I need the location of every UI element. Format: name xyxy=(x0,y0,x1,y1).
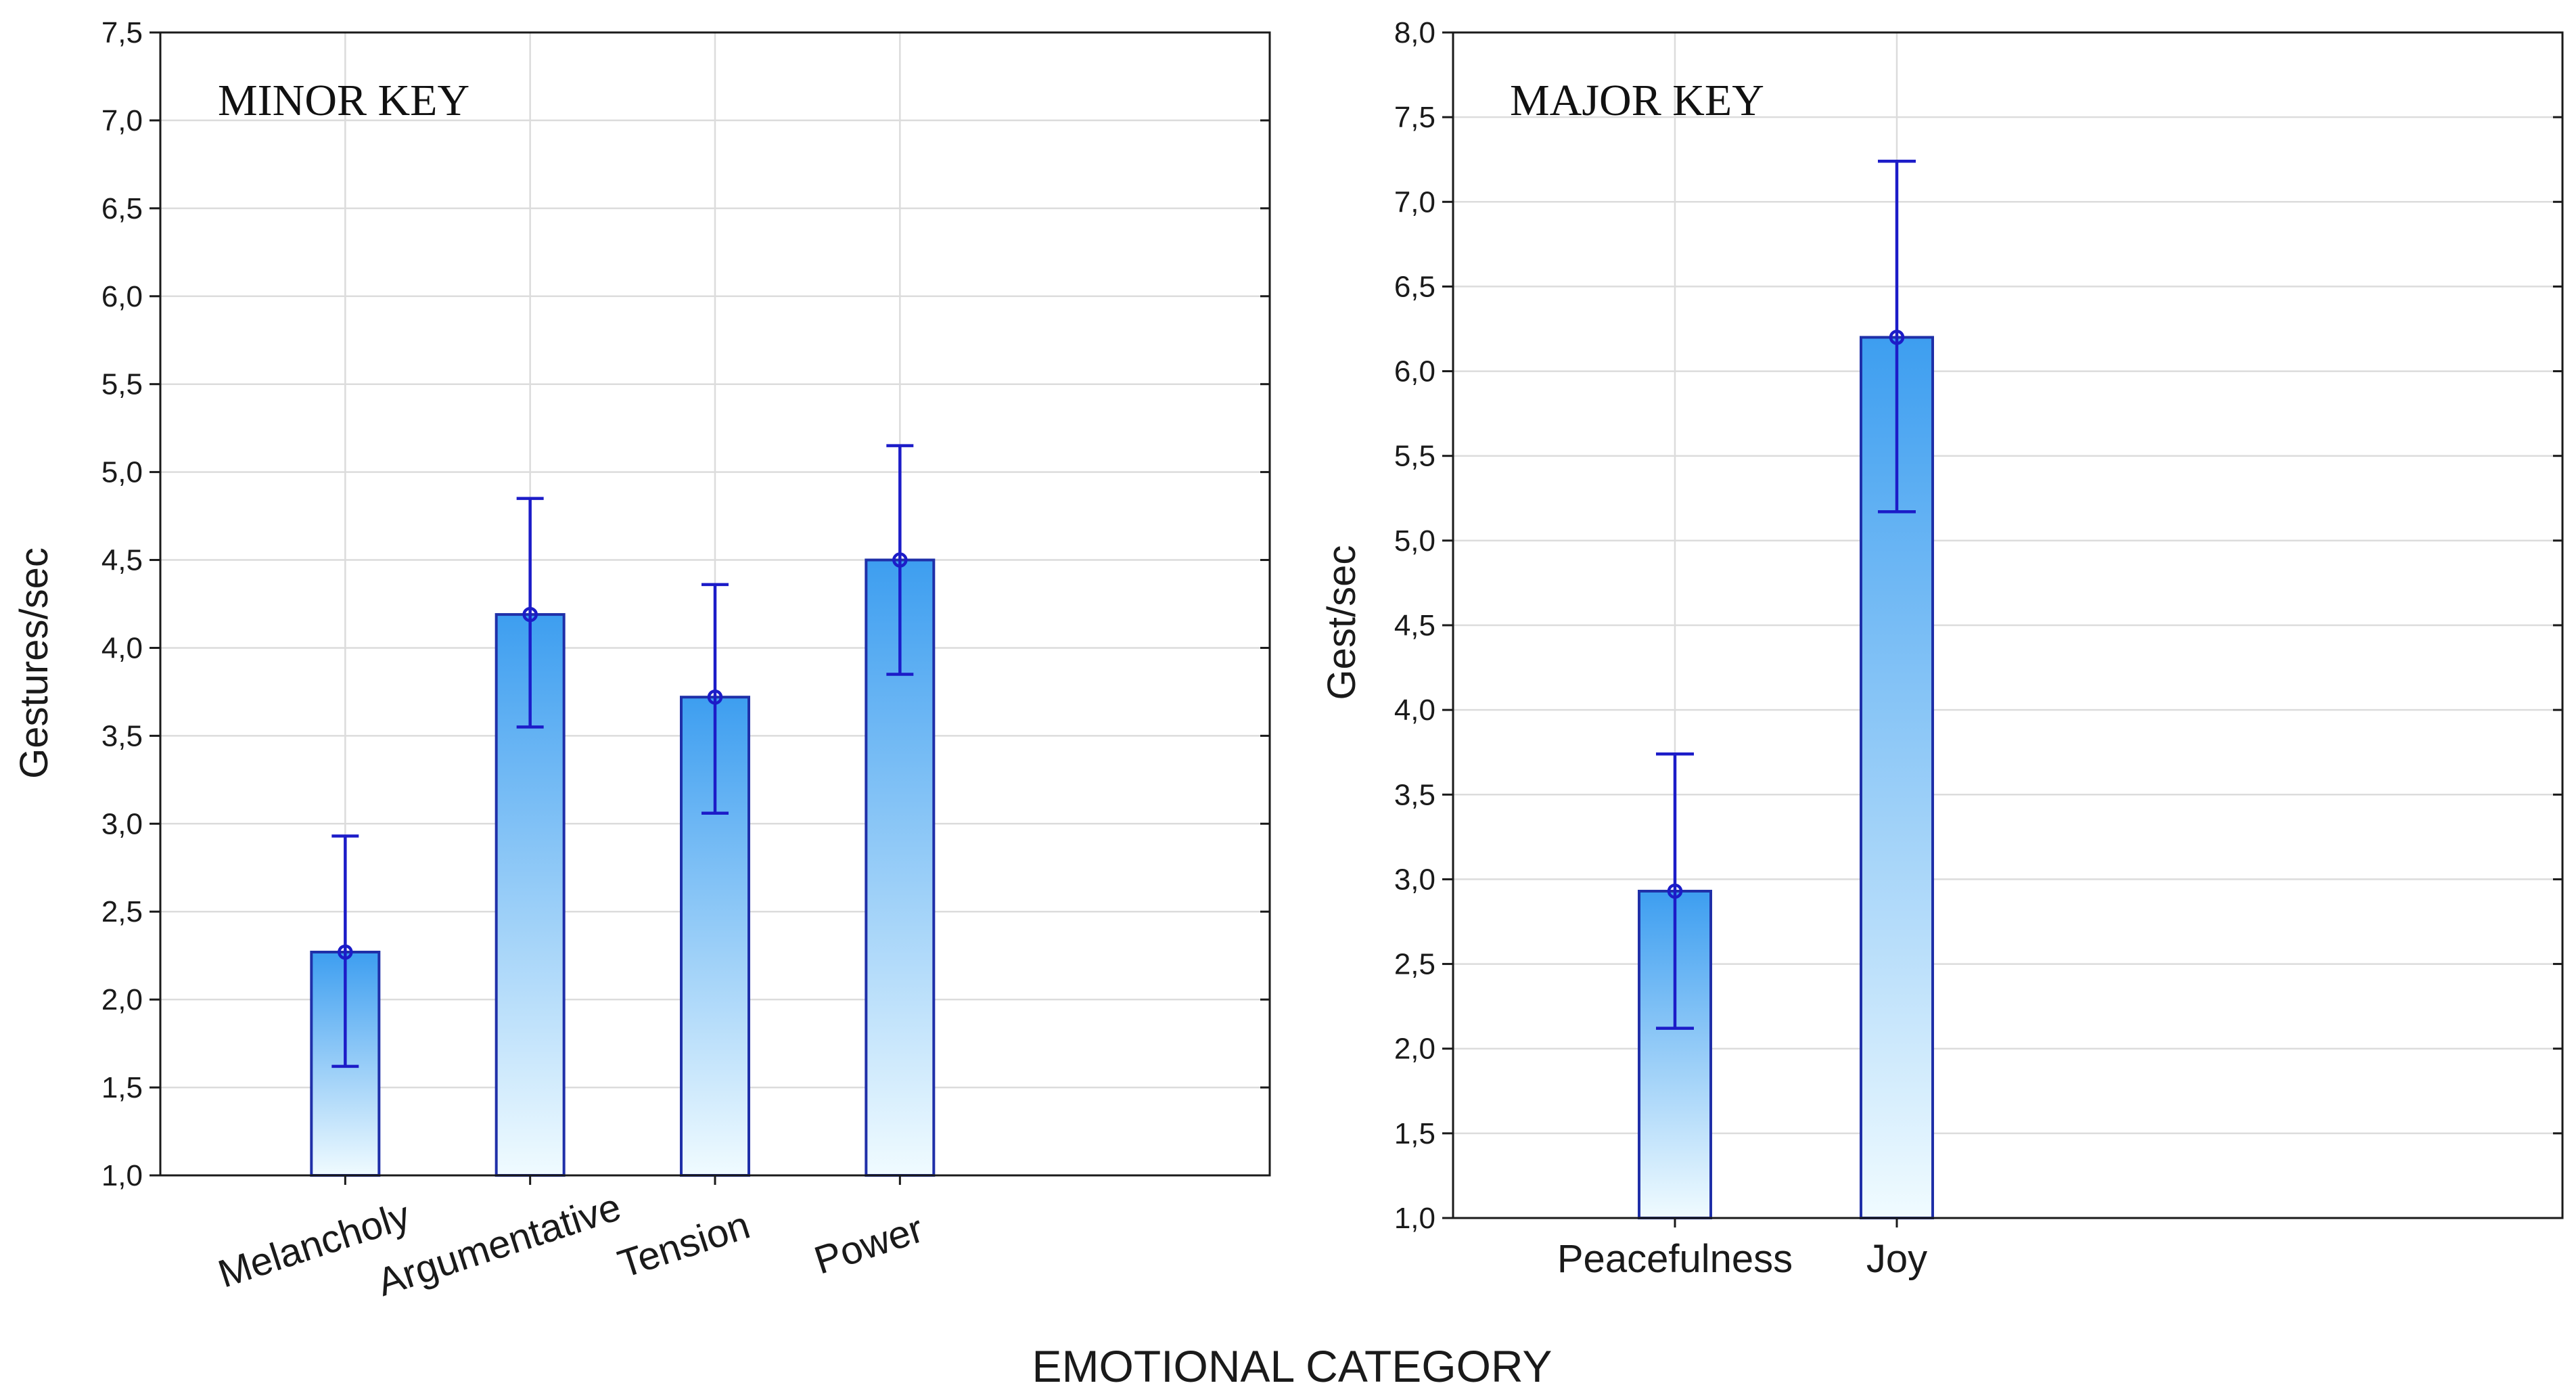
minor-key-y-tick-label: 5,0 xyxy=(101,456,143,489)
major-key-bars xyxy=(1638,336,1934,1220)
minor-key-error-bar-power xyxy=(886,444,914,676)
major-key-y-tick-label: 2,0 xyxy=(1394,1033,1435,1066)
minor-key-mean-point-power xyxy=(892,552,908,568)
minor-key-y-tick-label: 4,0 xyxy=(101,631,143,664)
minor-key-y-axis-title: Gestures/sec xyxy=(12,547,56,779)
minor-key-y-tick-label: 3,0 xyxy=(101,807,143,840)
figure-x-axis-title: EMOTIONAL CATEGORY xyxy=(1032,1341,1552,1391)
major-key-chart: 1,0 1,5 2,0 2,5 3,0 3,5 4,0 4,5 5,0 5,5 6,0 6,5 7,0 7… xyxy=(1320,16,2564,1281)
minor-key-mean-point-melancholy xyxy=(338,944,353,960)
minor-key-bars xyxy=(310,558,936,1177)
major-key-title: MAJOR KEY xyxy=(1510,76,1764,125)
major-key-grid xyxy=(1453,32,2562,1218)
major-key-y-tick-label: 7,5 xyxy=(1394,101,1435,134)
major-key-mean-point-joy xyxy=(1889,330,1905,345)
major-key-error-bars xyxy=(1656,159,1916,1030)
minor-key-y-axis: 1,0 1,5 2,0 2,5 3,0 3,5 4,0 4,5 5,0 5,5 6,0 6,5 7,0 7… xyxy=(101,16,1270,1192)
minor-key-mean-point-tension xyxy=(707,689,723,705)
minor-key-y-tick-label: 5,5 xyxy=(101,368,143,401)
major-key-y-tick-label: 6,5 xyxy=(1394,270,1435,303)
minor-key-y-tick-label: 1,0 xyxy=(101,1159,143,1192)
minor-key-y-tick-label: 6,0 xyxy=(101,280,143,313)
minor-key-y-tick-label: 4,5 xyxy=(101,544,143,577)
major-key-error-bar-joy xyxy=(1878,159,1916,514)
minor-key-error-bar-tension xyxy=(702,583,729,815)
major-key-y-tick-label: 7,0 xyxy=(1394,185,1435,219)
major-key-x-tick-label: Joy xyxy=(1866,1237,1927,1281)
major-key-x-tick-label: Peacefulness xyxy=(1557,1237,1793,1281)
major-key-y-tick-label: 8,0 xyxy=(1394,16,1435,49)
major-key-y-axis-title: Gest/sec xyxy=(1320,545,1364,700)
minor-key-chart: 1,0 1,5 2,0 2,5 3,0 3,5 4,0 4,5 5,0 5,5 6,0 6,5 7,0 7… xyxy=(12,16,1271,1305)
major-key-y-tick-label: 6,0 xyxy=(1394,355,1435,388)
major-key-mean-point-peacefulness xyxy=(1667,883,1683,899)
major-key-y-tick-label: 5,5 xyxy=(1394,440,1435,473)
major-key-y-tick-label: 3,0 xyxy=(1394,863,1435,896)
minor-key-y-tick-label: 6,5 xyxy=(101,192,143,225)
major-key-y-axis: 1,0 1,5 2,0 2,5 3,0 3,5 4,0 4,5 5,0 5,5 6,0 6,5 7,0 7… xyxy=(1394,16,2562,1235)
minor-key-x-tick-label: Tension xyxy=(613,1203,755,1287)
minor-key-error-bar-argumentative xyxy=(516,497,544,729)
minor-key-y-tick-label: 3,5 xyxy=(101,719,143,752)
minor-key-y-tick-label: 7,5 xyxy=(101,16,143,49)
minor-key-error-bar-melancholy xyxy=(331,834,359,1068)
minor-key-error-bars xyxy=(331,444,914,1068)
major-key-error-bar-peacefulness xyxy=(1656,752,1694,1030)
minor-key-y-tick-label: 7,0 xyxy=(101,104,143,137)
major-key-y-tick-label: 3,5 xyxy=(1394,778,1435,811)
major-key-y-tick-label: 4,5 xyxy=(1394,609,1435,642)
major-key-y-tick-label: 2,5 xyxy=(1394,948,1435,981)
minor-key-mean-point-argumentative xyxy=(522,606,538,623)
minor-key-y-tick-label: 2,0 xyxy=(101,983,143,1016)
minor-key-title: MINOR KEY xyxy=(218,76,469,125)
minor-key-y-tick-label: 1,5 xyxy=(101,1071,143,1104)
major-key-y-tick-label: 1,0 xyxy=(1394,1202,1435,1235)
major-key-x-axis: Peacefulness Joy xyxy=(1557,1218,1927,1281)
minor-key-y-tick-label: 2,5 xyxy=(101,895,143,928)
minor-key-x-tick-label: Power xyxy=(809,1207,928,1283)
major-key-y-tick-label: 1,5 xyxy=(1394,1117,1435,1150)
major-key-y-tick-label: 5,0 xyxy=(1394,524,1435,558)
minor-key-x-tick-label: Argumentative xyxy=(372,1185,626,1305)
major-key-y-tick-label: 4,0 xyxy=(1394,694,1435,727)
